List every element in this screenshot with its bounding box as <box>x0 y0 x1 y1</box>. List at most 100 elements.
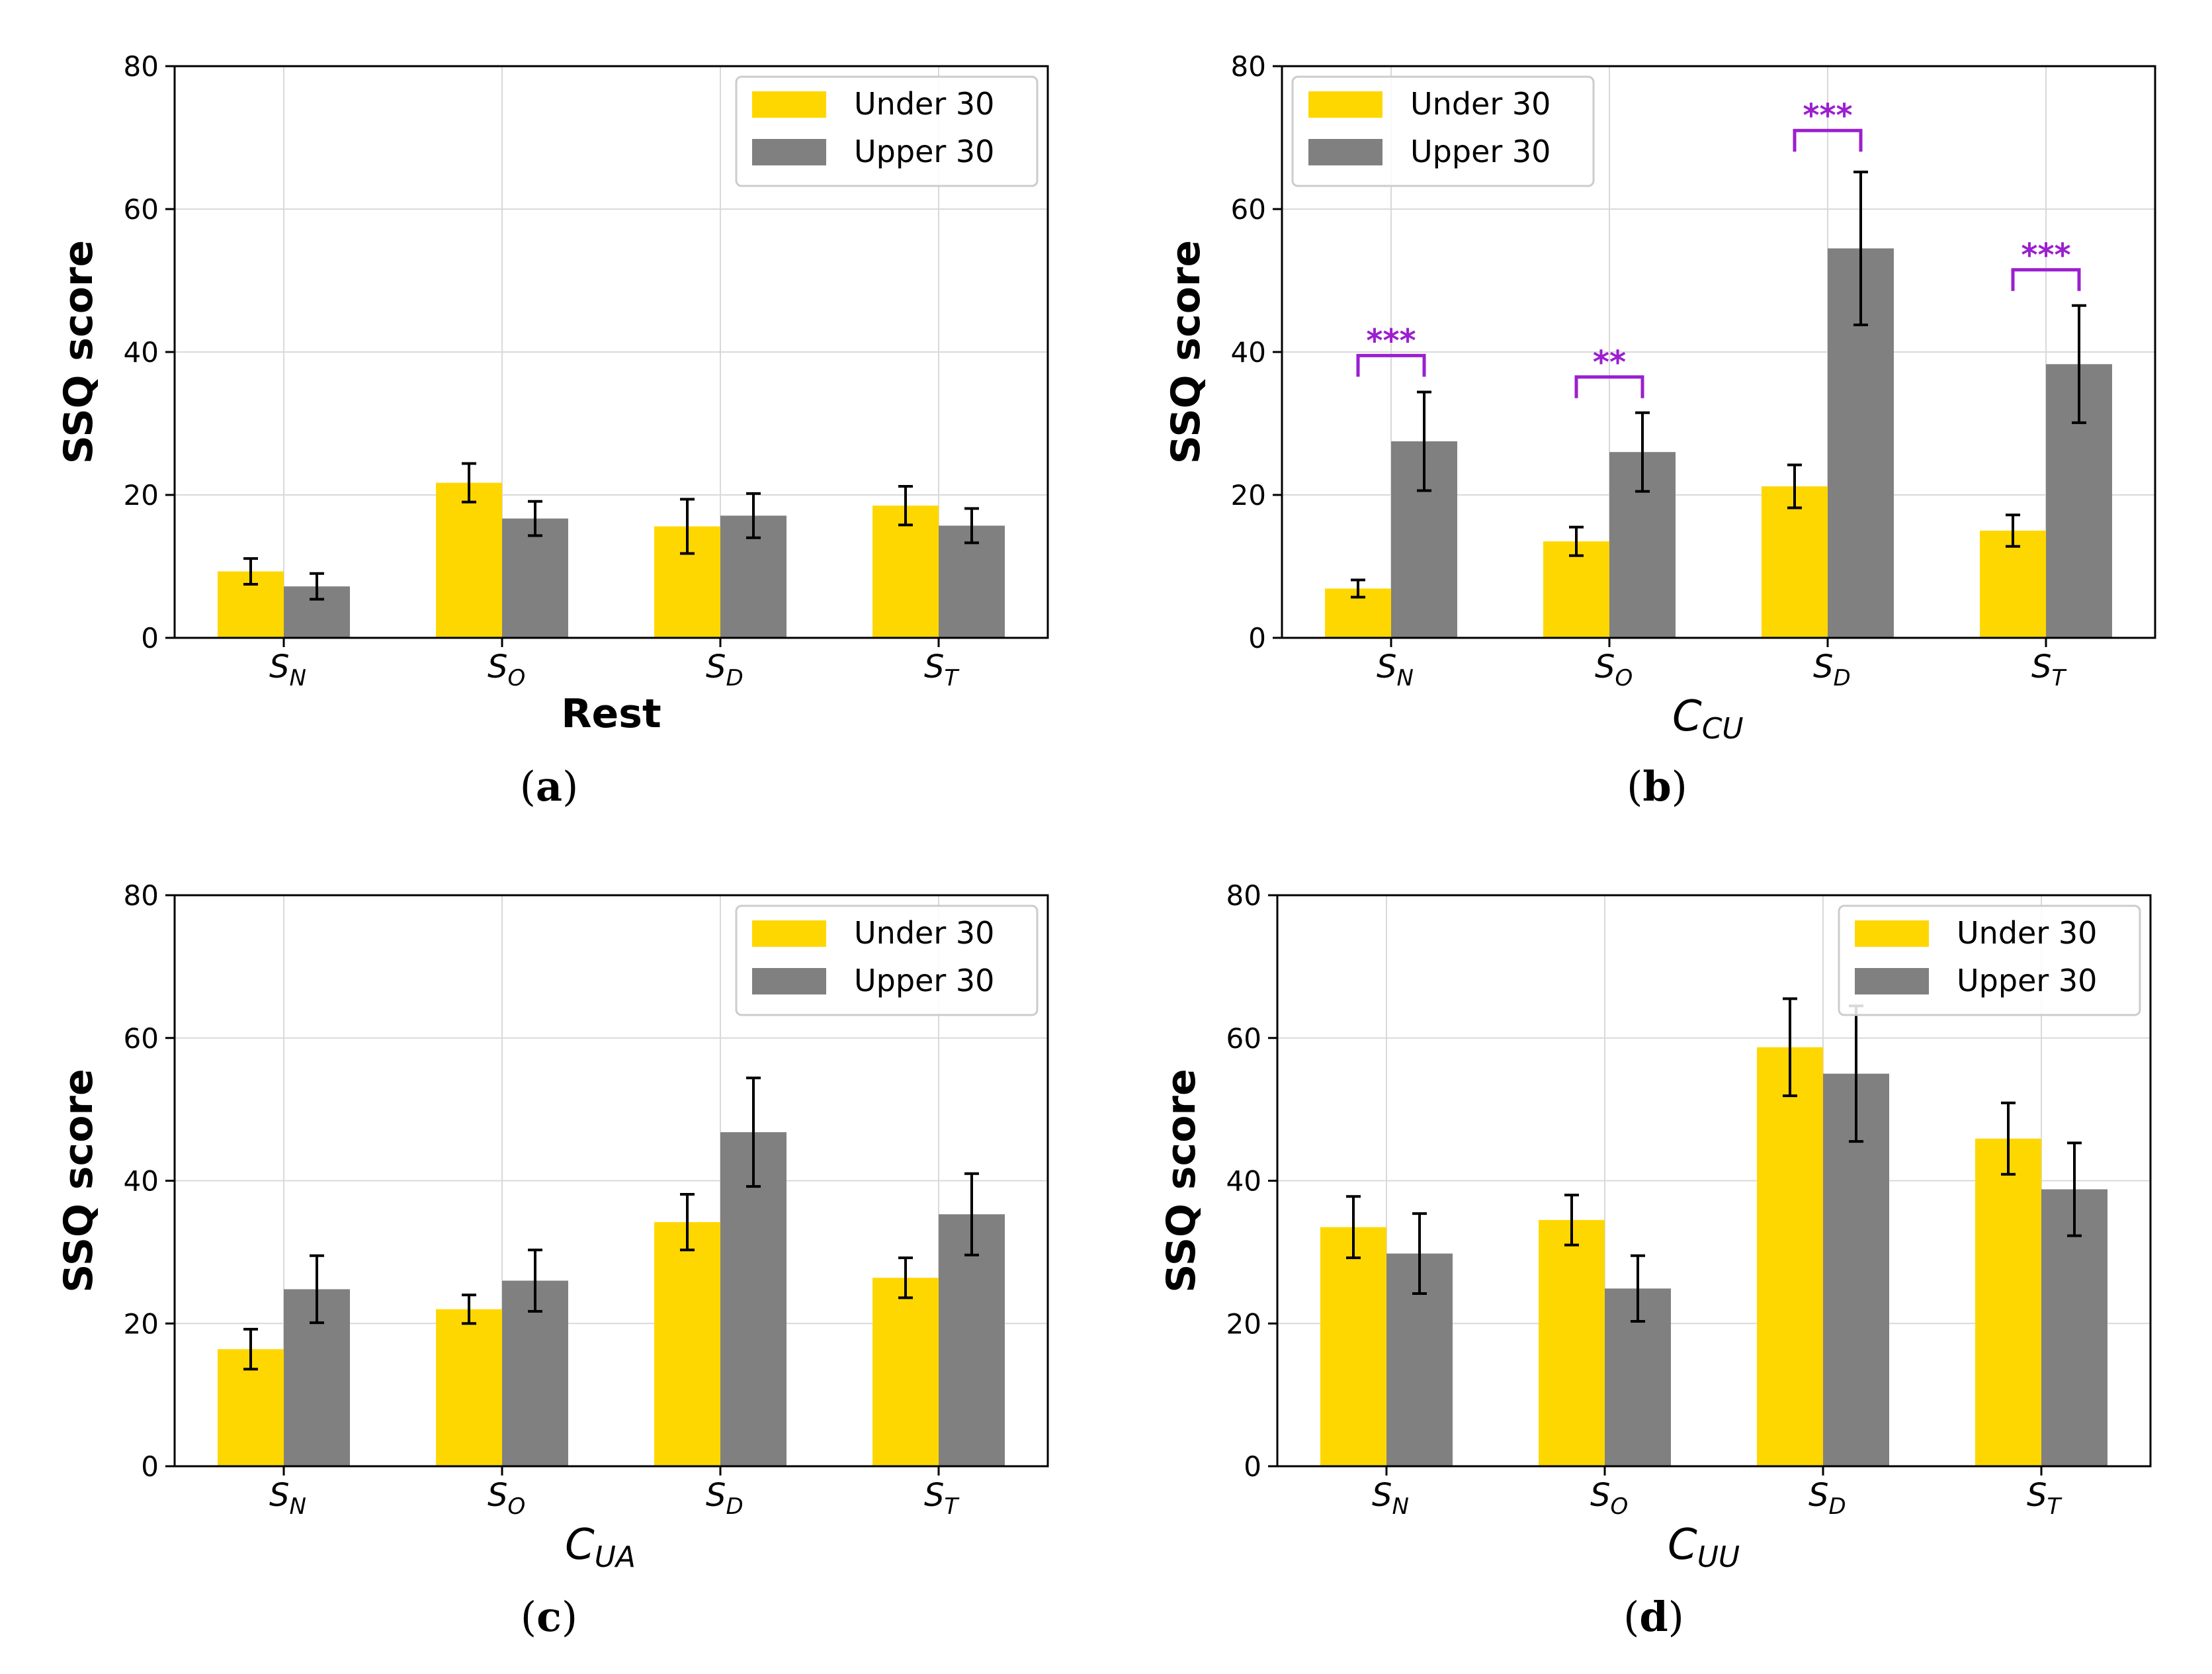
x-tick-label-sub: T <box>944 1493 959 1520</box>
panel-label-close: ) <box>1672 762 1687 811</box>
legend-swatch-under-30 <box>1308 91 1382 118</box>
significance-bracket <box>1574 375 1644 398</box>
panel-label-letter: c <box>536 1593 562 1641</box>
x-tick-label-sub: O <box>1610 1493 1628 1520</box>
bar-under-30 <box>1757 1047 1823 1466</box>
y-tick-label: 40 <box>124 1165 159 1198</box>
panel-label: (c) <box>521 1593 577 1641</box>
x-tick-label: SD <box>706 648 744 691</box>
x-tick-label-base: S <box>488 648 507 685</box>
y-tick-label: 80 <box>1226 879 1261 912</box>
x-tick-label-base: S <box>1377 648 1396 685</box>
x-tick-label-base: S <box>706 1477 726 1514</box>
x-tick-label-sub: D <box>1833 665 1850 691</box>
bar-upper-30 <box>720 1132 787 1466</box>
x-tick-label: ST <box>2031 648 2066 691</box>
x-tick-label-base: S <box>924 648 944 685</box>
x-tick-label-sub: T <box>2047 1493 2062 1520</box>
x-tick-label-base: S <box>2031 648 2051 685</box>
panel-label-open: ( <box>521 1593 536 1641</box>
x-tick-label: SD <box>1813 648 1851 691</box>
x-tick-label: ST <box>2027 1477 2062 1520</box>
x-tick-label-sub: D <box>726 665 743 691</box>
y-tick-label: 80 <box>124 879 159 912</box>
legend-swatch-upper-30 <box>1855 968 1929 994</box>
x-tick-label-base: S <box>488 1477 507 1514</box>
significance-label: *** <box>1803 97 1852 134</box>
x-axis-label-sub: CU <box>1702 712 1744 746</box>
x-tick-label-sub: N <box>289 665 306 691</box>
x-tick-label: SN <box>269 1477 306 1520</box>
y-tick-label: 60 <box>124 193 159 226</box>
panel-label-open: ( <box>520 762 536 811</box>
y-tick-label: 0 <box>141 1450 159 1483</box>
panel-label: (b) <box>1627 762 1687 811</box>
bar-under-30 <box>872 506 939 638</box>
x-axis-label-sub: UU <box>1697 1540 1740 1574</box>
x-axis-label: CUA <box>565 1520 636 1574</box>
x-tick-label-sub: N <box>1392 1493 1408 1520</box>
x-tick-label-base: S <box>1590 1477 1610 1514</box>
y-axis-label: SSQ score <box>56 1069 102 1292</box>
legend-label-upper-30: Upper 30 <box>1410 134 1551 169</box>
legend-label-upper-30: Upper 30 <box>854 963 994 998</box>
y-tick-label: 60 <box>1226 1022 1261 1055</box>
x-tick-label: ST <box>924 648 959 691</box>
y-tick-label: 0 <box>1244 1450 1261 1483</box>
y-tick-label: 60 <box>124 1022 159 1055</box>
legend-label-upper-30: Upper 30 <box>854 134 994 169</box>
x-tick-label-sub: O <box>507 665 525 691</box>
x-axis-label: Rest <box>561 691 661 737</box>
bar-under-30 <box>1762 486 1828 638</box>
y-tick-label: 80 <box>1231 50 1266 83</box>
x-tick-label-base: S <box>1595 648 1615 685</box>
significance-bracket <box>1356 353 1426 377</box>
bar-under-30 <box>436 482 502 638</box>
x-tick-label-sub: D <box>726 1493 743 1520</box>
x-tick-label: SO <box>1590 1477 1628 1520</box>
bar-under-30 <box>1320 1227 1386 1466</box>
y-axis-label: SSQ score <box>1158 1069 1205 1292</box>
bar-under-30 <box>1543 541 1609 638</box>
significance-label: *** <box>2021 237 2070 274</box>
legend-label-under-30: Under 30 <box>854 915 994 951</box>
panel-label-close: ) <box>562 762 578 811</box>
y-axis-label: SSQ score <box>1163 240 1209 464</box>
bar-under-30 <box>1980 531 2046 638</box>
y-tick-label: 40 <box>1226 1165 1261 1198</box>
panel-label-open: ( <box>1627 762 1642 811</box>
x-tick-label-base: S <box>269 648 289 685</box>
y-tick-label: 20 <box>124 1307 159 1340</box>
x-tick-label: SO <box>488 648 525 691</box>
panel-label: (d) <box>1623 1593 1684 1641</box>
bar-under-30 <box>1975 1138 2041 1466</box>
panel-label-close: ) <box>1668 1593 1684 1641</box>
y-axis-label: SSQ score <box>56 240 102 464</box>
x-tick-label-base: S <box>1813 648 1833 685</box>
bar-under-30 <box>436 1309 502 1466</box>
y-tick-label: 80 <box>124 50 159 83</box>
x-tick-label-base: S <box>706 648 726 685</box>
y-tick-label: 20 <box>1226 1307 1261 1340</box>
x-tick-label-sub: T <box>944 665 959 691</box>
x-tick-label-base: S <box>269 1477 289 1514</box>
x-tick-label: SO <box>488 1477 525 1520</box>
significance-bracket <box>2011 268 2081 291</box>
x-tick-label-base: S <box>1372 1477 1392 1514</box>
bar-upper-30 <box>502 518 568 638</box>
y-tick-label: 20 <box>124 479 159 511</box>
x-tick-label: SD <box>706 1477 744 1520</box>
y-tick-label: 0 <box>141 622 159 654</box>
x-axis-label-base: C <box>1672 692 1702 741</box>
x-tick-label-sub: N <box>289 1493 306 1520</box>
legend-swatch-upper-30 <box>1308 139 1382 165</box>
bar-under-30 <box>872 1278 939 1466</box>
legend-label-under-30: Under 30 <box>1410 86 1551 122</box>
panel-label: (a) <box>520 762 579 811</box>
x-axis-label-sub: UA <box>595 1540 636 1574</box>
legend-swatch-upper-30 <box>752 139 826 165</box>
x-tick-label: SN <box>269 648 306 691</box>
